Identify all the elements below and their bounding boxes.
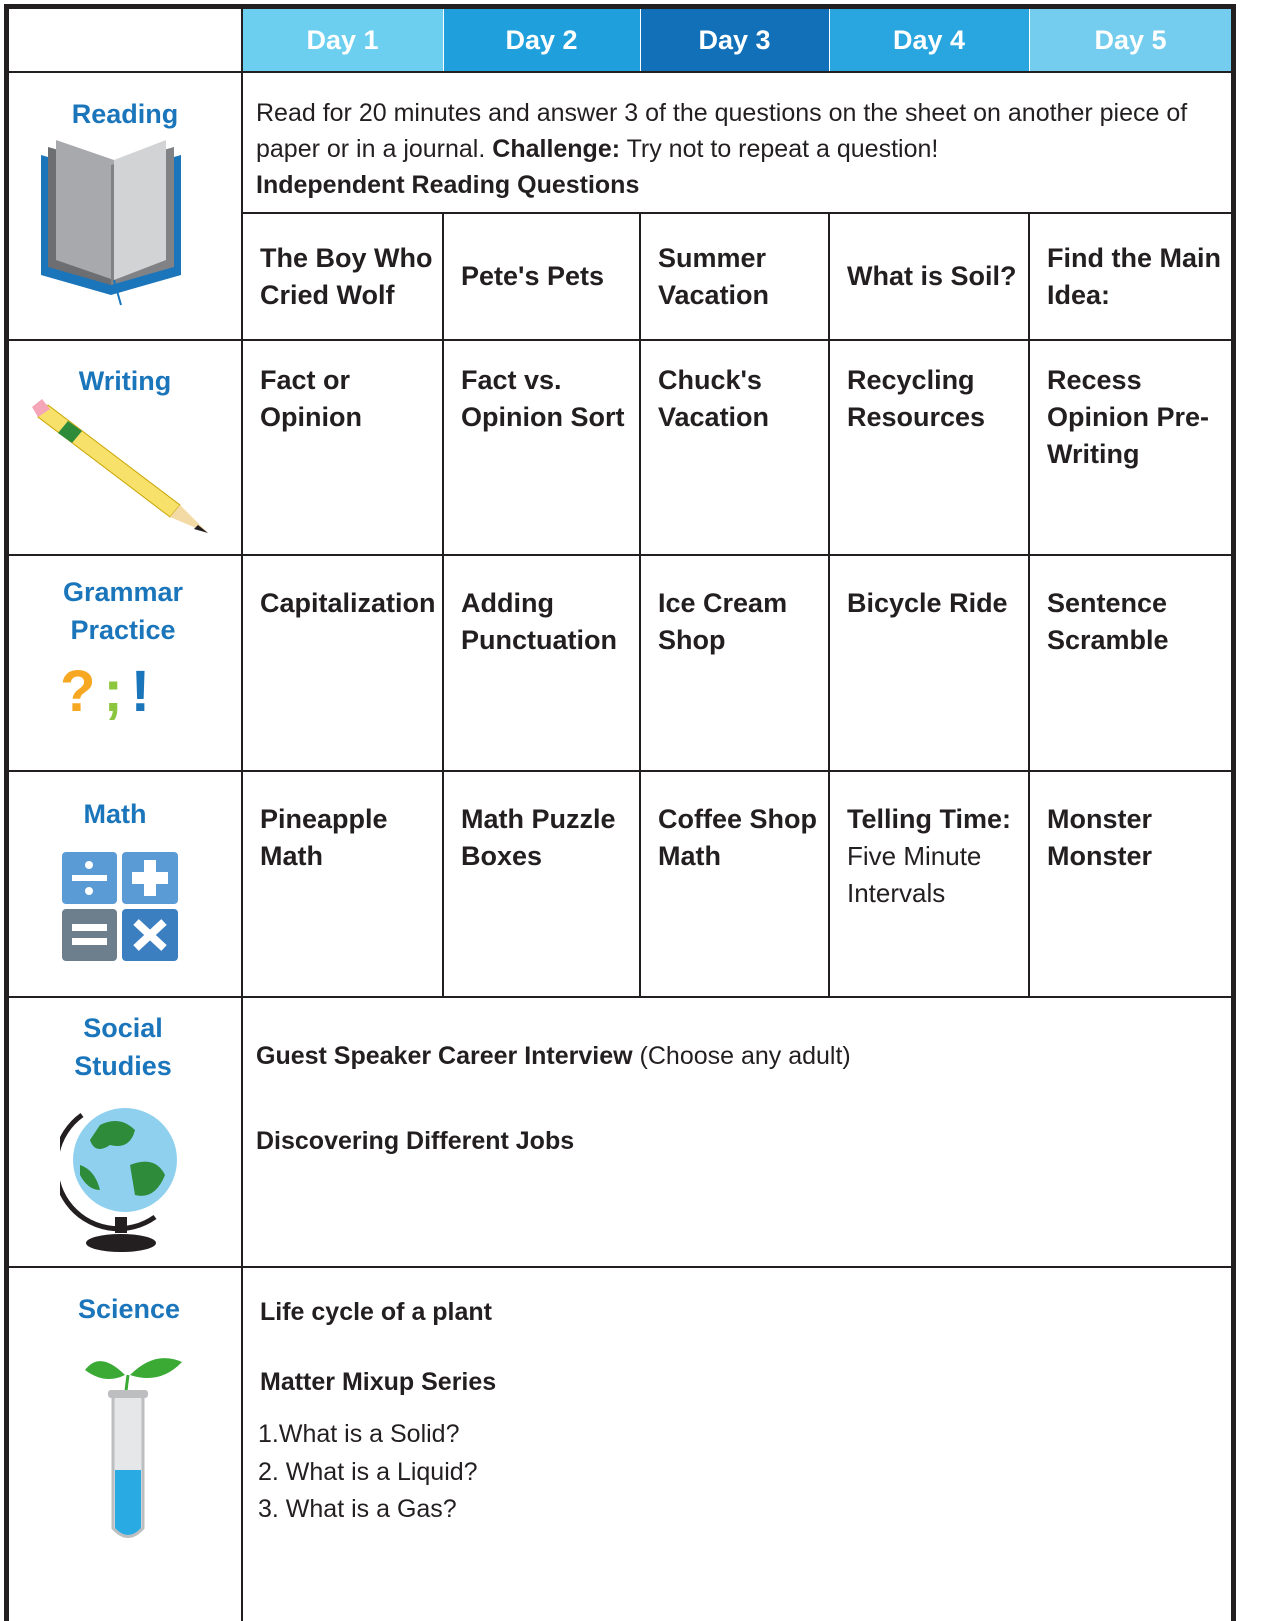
cell: Summer Vacation xyxy=(640,213,829,340)
link[interactable]: Math Puzzle Boxes xyxy=(461,804,616,871)
cell: Sentence Scramble xyxy=(1029,555,1232,771)
cell: Pete's Pets xyxy=(443,213,640,340)
cell: Telling Time: Five Minute Intervals xyxy=(829,771,1029,997)
book-icon xyxy=(41,140,181,306)
cell: Math Puzzle Boxes xyxy=(443,771,640,997)
link[interactable]: Adding Punctuation xyxy=(461,588,617,655)
cell: Bicycle Ride xyxy=(829,555,1029,771)
cell: Capitalization xyxy=(242,555,443,771)
link[interactable]: Coffee Shop Math xyxy=(658,804,817,871)
day-header: Day 3 xyxy=(640,8,829,72)
link[interactable]: Pete's Pets xyxy=(461,261,605,291)
link[interactable]: Independent Reading Questions xyxy=(256,171,640,199)
cell: Fact or Opinion xyxy=(242,340,443,555)
link[interactable]: 3. What is a Gas? xyxy=(258,1495,457,1523)
link[interactable]: 2. What is a Liquid? xyxy=(258,1458,478,1486)
cell: Recess Opinion Pre-Writing xyxy=(1029,340,1232,555)
text: Try not to repeat a question! xyxy=(626,135,939,163)
link[interactable]: Recycling Resources xyxy=(847,365,986,432)
link[interactable]: Life cycle of a plant xyxy=(260,1298,493,1326)
plant-icon xyxy=(85,1358,182,1538)
subject-label: Math xyxy=(83,799,147,829)
link[interactable]: Ice Cream Shop xyxy=(658,588,788,655)
link[interactable]: What is Soil? xyxy=(847,261,1017,291)
link[interactable]: Discovering Different Jobs xyxy=(256,1127,575,1155)
text: (Choose any adult) xyxy=(639,1042,851,1070)
cell-content: Telling Time: Five Minute Intervals xyxy=(847,801,1019,912)
cell: Pineapple Math xyxy=(242,771,443,997)
cell: Monster Monster xyxy=(1029,771,1232,997)
link[interactable]: Find the Main Idea: xyxy=(1047,242,1221,310)
cell: The Boy Who Cried Wolf xyxy=(242,213,443,340)
link[interactable]: Summer Vacation xyxy=(658,242,770,310)
subject-label: Science xyxy=(77,1294,181,1324)
cell: Chuck's Vacation xyxy=(640,340,829,555)
reading-instructions: Read for 20 minutes and answer 3 of the … xyxy=(256,95,1226,203)
day-header: Day 4 xyxy=(829,8,1029,72)
symbol: ; xyxy=(103,659,131,724)
globe-icon xyxy=(60,1108,177,1252)
subject-label: Social Studies xyxy=(74,1013,172,1081)
link[interactable]: Sentence Scramble xyxy=(1047,588,1169,655)
link[interactable]: Matter Mixup Series xyxy=(260,1368,497,1396)
link[interactable]: Pineapple Math xyxy=(260,804,388,871)
subject-label: Reading xyxy=(71,99,179,129)
link[interactable]: Fact or Opinion xyxy=(260,365,362,432)
math-icon xyxy=(62,852,178,961)
item: Guest Speaker Career Interview (Choose a… xyxy=(256,1038,851,1074)
link[interactable]: The Boy Who Cried Wolf xyxy=(260,242,433,310)
cell: Recycling Resources xyxy=(829,340,1029,555)
cell: Find the Main Idea: xyxy=(1029,213,1232,340)
link[interactable]: Telling Time: xyxy=(847,804,1012,834)
day-header: Day 5 xyxy=(1029,8,1232,72)
link[interactable]: Capitalization xyxy=(260,588,436,618)
day-header: Day 2 xyxy=(443,8,640,72)
cell: Adding Punctuation xyxy=(443,555,640,771)
link[interactable]: 1.What is a Solid? xyxy=(258,1420,460,1448)
link[interactable]: Recess Opinion Pre-Writing xyxy=(1047,365,1209,469)
link[interactable]: Fact vs. Opinion Sort xyxy=(461,365,625,432)
link[interactable]: Bicycle Ride xyxy=(847,588,1008,618)
cell: What is Soil? xyxy=(829,213,1029,340)
day-header: Day 1 xyxy=(242,8,443,72)
symbol: ? xyxy=(60,659,104,724)
text: Challenge: xyxy=(492,135,621,163)
pencil-icon xyxy=(32,399,208,533)
link[interactable]: Guest Speaker Career Interview xyxy=(256,1042,633,1070)
text: Five Minute Intervals xyxy=(847,841,982,908)
cell: Coffee Shop Math xyxy=(640,771,829,997)
link[interactable]: Monster Monster xyxy=(1047,804,1153,871)
symbol: ! xyxy=(130,659,159,724)
subject-label: Writing xyxy=(78,366,172,396)
cell: Ice Cream Shop xyxy=(640,555,829,771)
link[interactable]: Chuck's Vacation xyxy=(658,365,770,432)
subject-label: Grammar Practice xyxy=(62,577,184,645)
cell: Fact vs. Opinion Sort xyxy=(443,340,640,555)
text: Read for 20 minutes and answer 3 of the … xyxy=(256,99,1188,163)
